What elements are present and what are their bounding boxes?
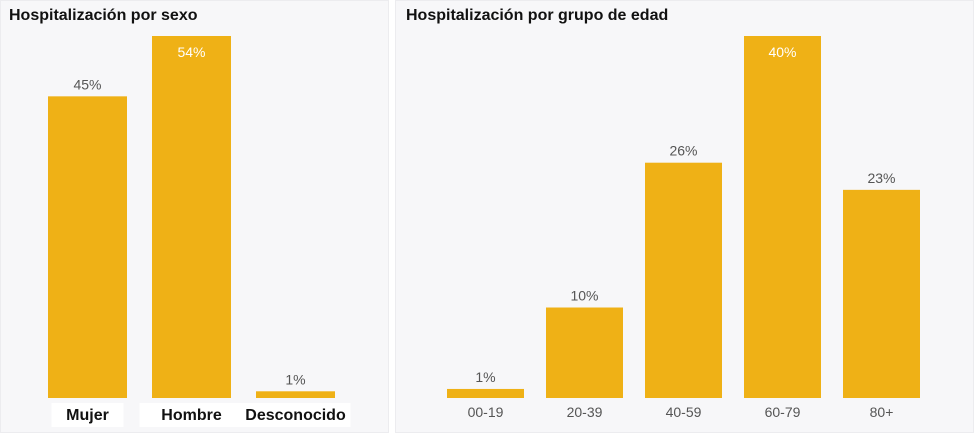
- category-label-edad-2: 40-59: [666, 404, 702, 420]
- category-bg-sexo-1: [139, 403, 244, 427]
- bar-chart-edad: 1% 00-19 10% 20-39 26% 40-59 40% 60-79 23% 80+: [447, 36, 920, 420]
- chart-title-edad: Hospitalización por grupo de edad: [406, 7, 669, 24]
- category-label-edad-1: 20-39: [567, 404, 603, 420]
- data-label-edad-4: 23%: [867, 170, 895, 186]
- category-label-sexo-0: Mujer: [66, 407, 109, 424]
- data-label-sexo-2: 1%: [285, 371, 305, 387]
- category-label-edad-0: 00-19: [468, 404, 504, 420]
- bar-edad-2: [645, 162, 722, 398]
- bar-sexo-0: [48, 96, 127, 398]
- bar-edad-1: [546, 307, 623, 398]
- category-bg-sexo-2: [240, 403, 351, 427]
- chart-panel-sexo: Hospitalización por sexo 45% Mujer 54% Homb…: [0, 0, 389, 433]
- chart-title-sexo: Hospitalización por sexo: [9, 7, 198, 24]
- data-label-sexo-1: 54%: [177, 44, 205, 60]
- data-label-edad-1: 10%: [570, 288, 598, 304]
- category-label-sexo-1: Hombre: [161, 407, 222, 424]
- bar-edad-4: [843, 189, 920, 398]
- category-label-sexo-2: Desconocido: [245, 407, 346, 424]
- data-label-edad-0: 1%: [475, 369, 495, 385]
- bar-edad-3: [744, 36, 821, 398]
- bar-chart-sexo: 45% Mujer 54% Hombre 1% Desconocido: [48, 36, 351, 427]
- category-label-edad-3: 60-79: [765, 404, 801, 420]
- data-label-edad-3: 40%: [768, 44, 796, 60]
- data-label-sexo-0: 45%: [73, 76, 101, 92]
- data-label-edad-2: 26%: [669, 143, 697, 159]
- bar-edad-0: [447, 388, 524, 398]
- bar-sexo-2: [256, 391, 335, 398]
- category-bg-sexo-0: [51, 403, 124, 427]
- bar-sexo-1: [152, 36, 231, 398]
- chart-panel-edad: Hospitalización por grupo de edad 1% 00-1…: [395, 0, 974, 433]
- category-label-edad-4: 80+: [870, 404, 894, 420]
